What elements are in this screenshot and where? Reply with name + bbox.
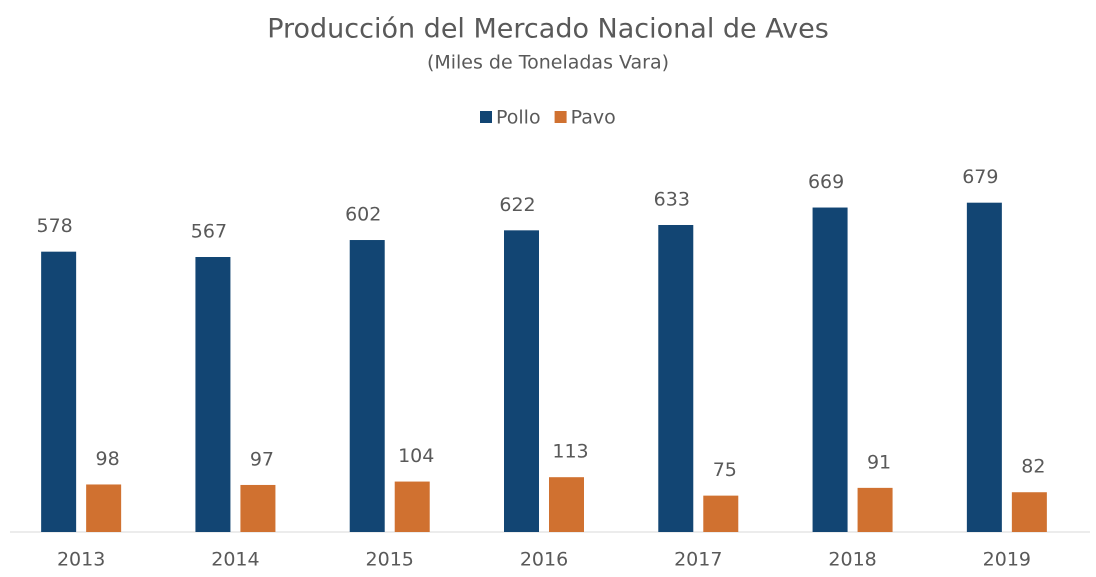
x-tick-label: 2015 (366, 549, 414, 571)
bar (703, 495, 739, 532)
data-label: 82 (1021, 456, 1045, 478)
bar (549, 477, 584, 532)
legend-label: Pavo (571, 107, 616, 129)
bar (86, 484, 122, 532)
data-label: 669 (808, 171, 844, 193)
bar (195, 257, 231, 532)
data-label: 567 (191, 221, 227, 243)
bar (1011, 492, 1047, 532)
x-tick-label: 2017 (674, 549, 722, 571)
data-label: 97 (250, 448, 274, 470)
x-tick-label: 2014 (211, 549, 259, 571)
bar (812, 207, 848, 532)
chart-subtitle: (Miles de Toneladas Vara) (427, 52, 669, 74)
bar (658, 224, 694, 532)
bar (240, 484, 276, 532)
data-label: 679 (962, 166, 998, 188)
x-tick-label: 2018 (828, 549, 876, 571)
legend-swatch (554, 111, 567, 123)
data-label: 91 (867, 451, 891, 473)
bar (41, 251, 77, 533)
bar (504, 230, 539, 532)
data-label: 75 (713, 459, 737, 481)
chart-title: Producción del Mercado Nacional de Aves (267, 14, 829, 45)
data-label: 622 (499, 194, 535, 216)
x-tick-label: 2016 (520, 549, 568, 571)
legend-label: Pollo (496, 107, 541, 129)
bar (394, 481, 430, 532)
data-label: 98 (96, 448, 120, 470)
bar (966, 202, 1002, 532)
x-tick-label: 2013 (57, 549, 105, 571)
data-label: 602 (345, 204, 381, 226)
data-label: 578 (37, 215, 73, 237)
bar (349, 240, 385, 532)
data-label: 113 (552, 441, 588, 463)
bar (857, 487, 893, 532)
x-tick-label: 2019 (983, 549, 1031, 571)
data-label: 633 (654, 188, 690, 210)
data-label: 104 (398, 445, 434, 467)
legend-swatch (480, 111, 492, 123)
